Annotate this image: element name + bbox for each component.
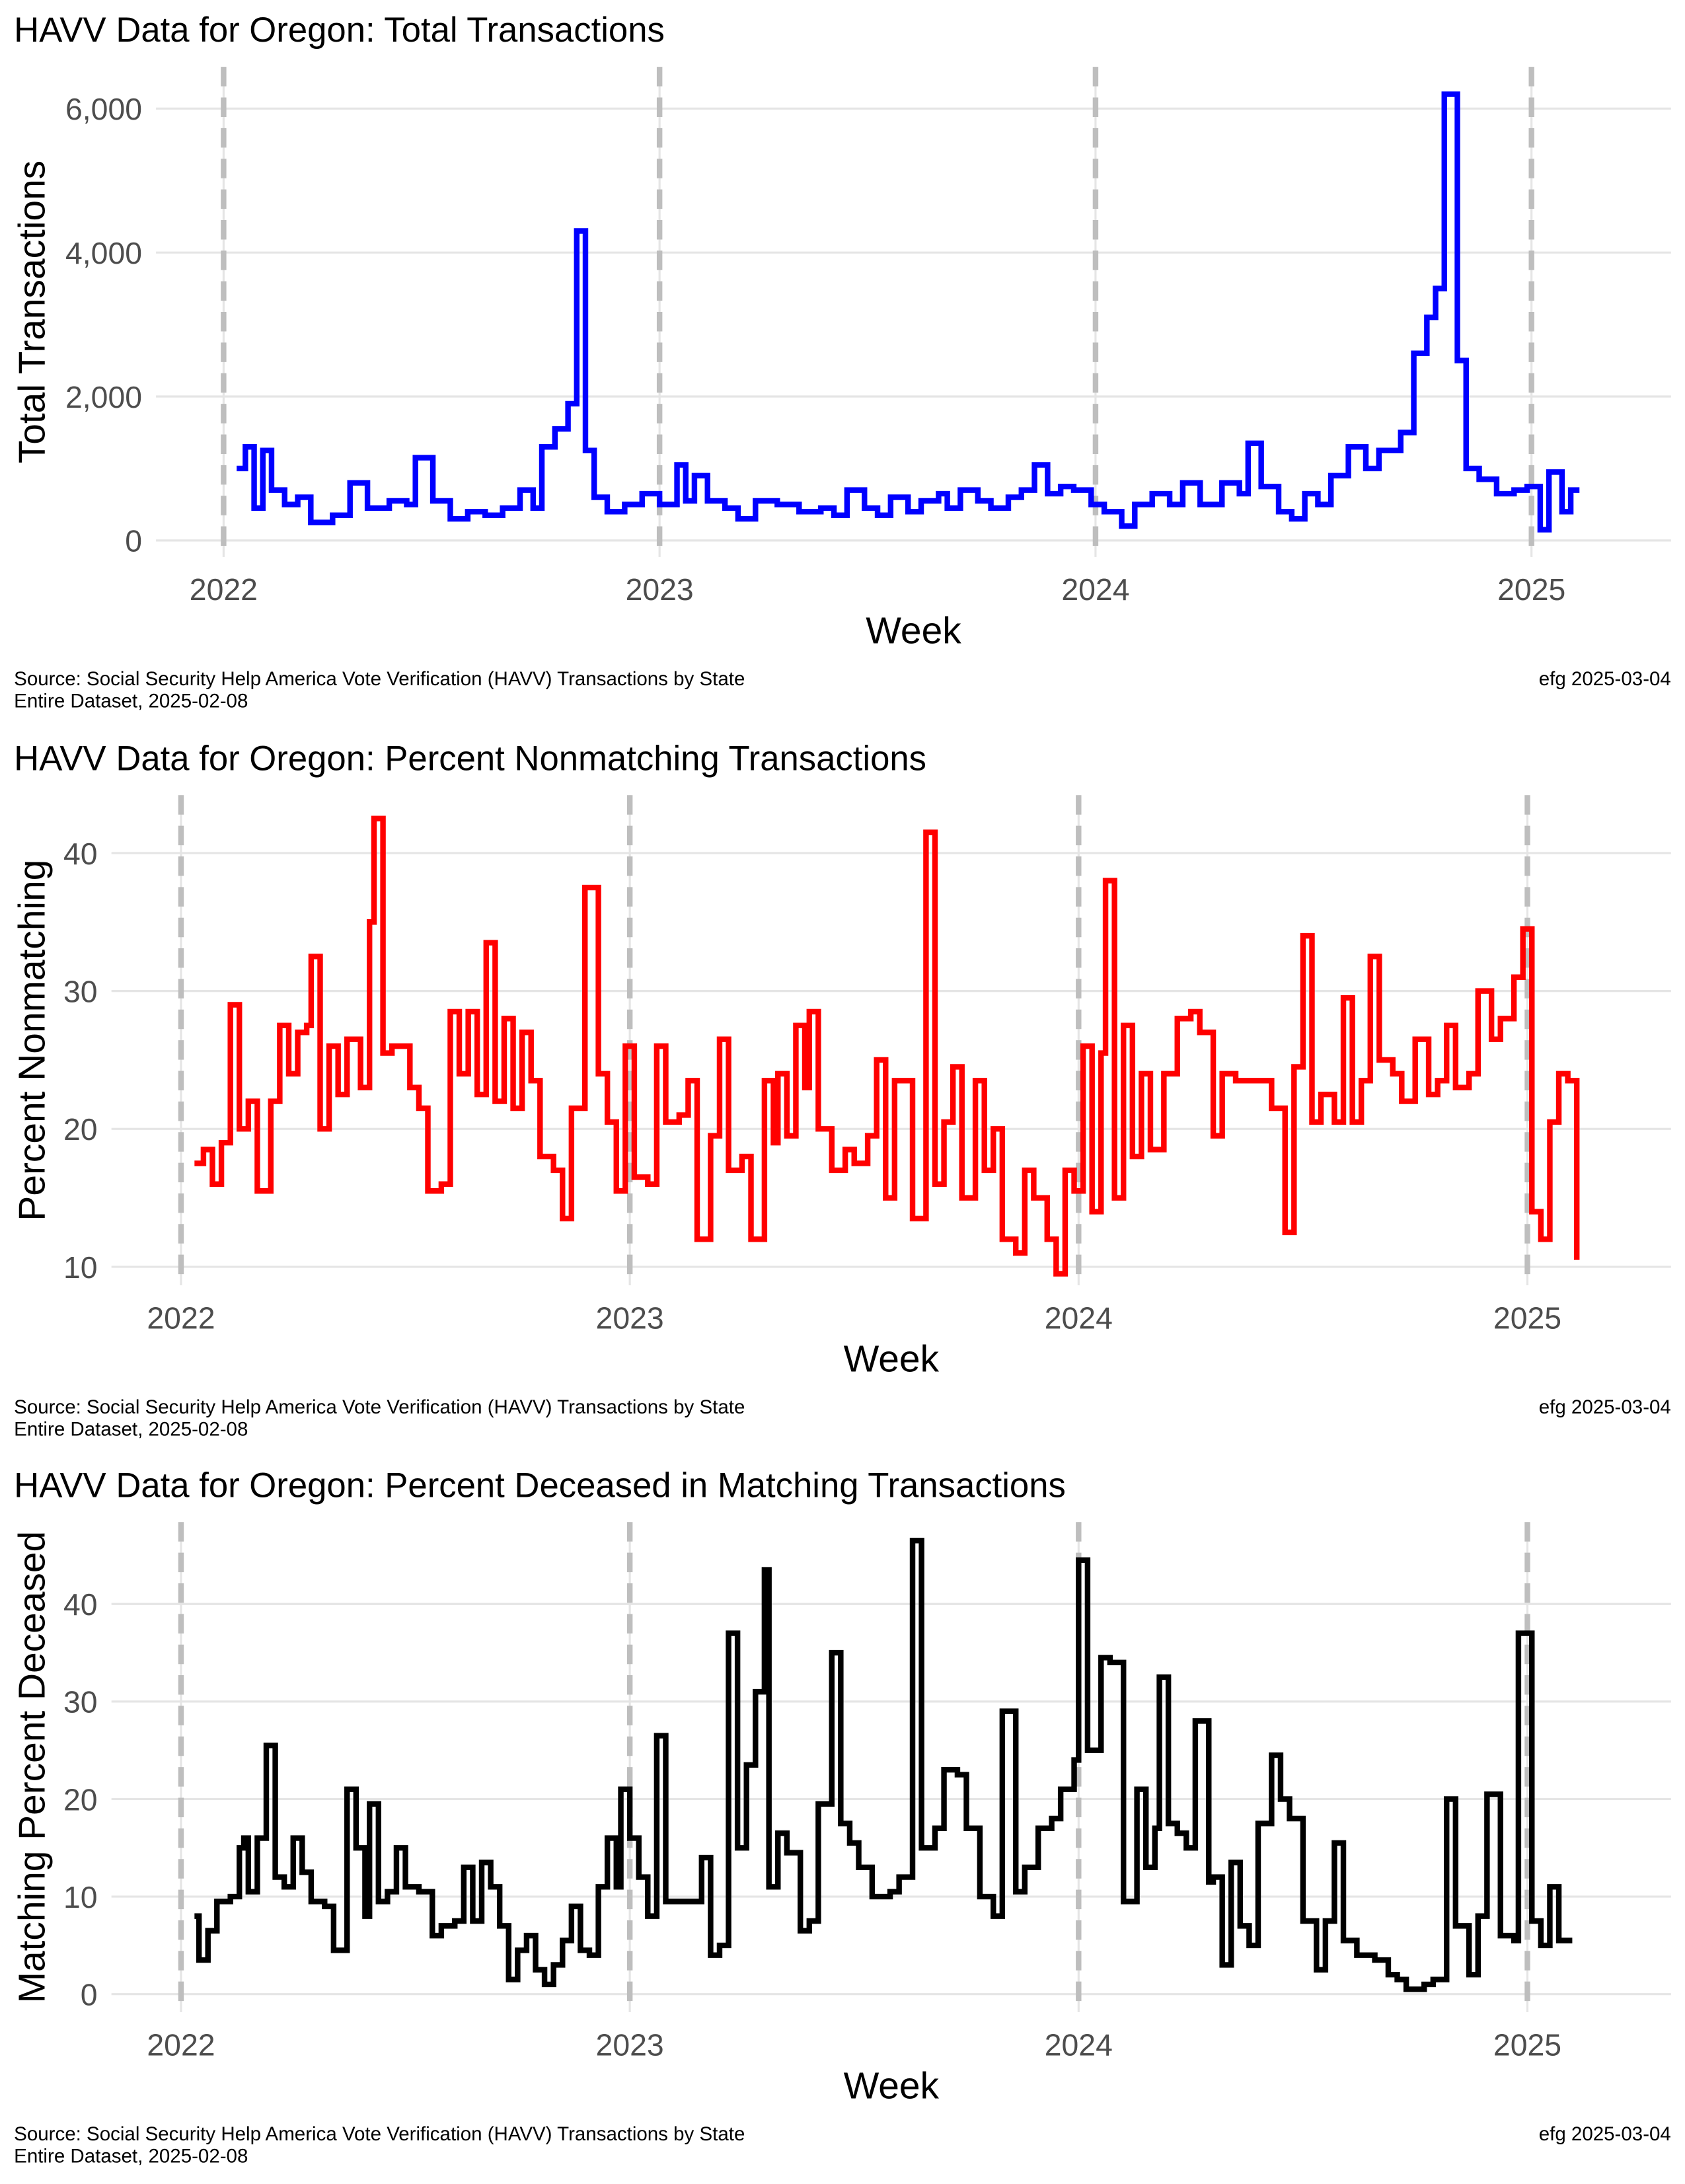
credit-note: efg 2025-03-04 xyxy=(1539,1396,1671,1418)
x-tick-label: 2022 xyxy=(147,1300,215,1335)
data-line xyxy=(194,815,1580,1277)
x-tick-label: 2024 xyxy=(1045,1300,1113,1335)
x-tick-label: 2024 xyxy=(1061,572,1129,607)
source-note: Source: Social Security Help America Vot… xyxy=(14,1396,745,1418)
chart-title: HAVV Data for Oregon: Total Transactions xyxy=(14,11,665,50)
credit-note: efg 2025-03-04 xyxy=(1539,2123,1671,2145)
x-tick-label: 2022 xyxy=(147,2027,215,2062)
source-note: Source: Social Security Help America Vot… xyxy=(14,668,745,690)
x-axis-label: Week xyxy=(844,2065,940,2107)
x-tick-label: 2025 xyxy=(1493,2027,1561,2062)
y-axis-label: Percent Nonmatching xyxy=(11,860,54,1221)
dataset-note: Entire Dataset, 2025-02-08 xyxy=(14,1419,248,1441)
y-tick-label: 0 xyxy=(125,524,142,558)
x-tick-label: 2025 xyxy=(1497,572,1565,607)
x-tick-label: 2023 xyxy=(596,1300,664,1335)
y-tick-label: 20 xyxy=(63,1782,98,1817)
y-tick-label: 40 xyxy=(63,837,98,871)
data-line xyxy=(194,1538,1573,1992)
chart: HAVV Data for Oregon: Total Transactions… xyxy=(11,11,1671,712)
x-axis-label: Week xyxy=(844,1338,940,1380)
y-tick-label: 0 xyxy=(81,1978,98,2012)
chart-title: HAVV Data for Oregon: Percent Nonmatchin… xyxy=(14,739,926,778)
chart-title: HAVV Data for Oregon: Percent Deceased i… xyxy=(14,1466,1066,1505)
chart: HAVV Data for Oregon: Percent Nonmatchin… xyxy=(11,739,1671,1441)
y-axis-label: Matching Percent Deceased xyxy=(11,1531,54,2004)
x-tick-label: 2022 xyxy=(190,572,258,607)
x-tick-label: 2025 xyxy=(1493,1300,1561,1335)
y-tick-label: 40 xyxy=(63,1587,98,1622)
x-tick-label: 2023 xyxy=(596,2027,664,2062)
y-tick-label: 30 xyxy=(63,974,98,1008)
y-tick-label: 10 xyxy=(63,1880,98,1914)
y-tick-label: 10 xyxy=(63,1250,98,1285)
credit-note: efg 2025-03-04 xyxy=(1539,668,1671,690)
x-tick-label: 2024 xyxy=(1045,2027,1113,2062)
y-tick-label: 30 xyxy=(63,1685,98,1719)
chart: HAVV Data for Oregon: Percent Deceased i… xyxy=(11,1466,1671,2167)
y-tick-label: 2,000 xyxy=(65,380,142,414)
dataset-note: Entire Dataset, 2025-02-08 xyxy=(14,690,248,712)
source-note: Source: Social Security Help America Vot… xyxy=(14,2123,745,2145)
y-tick-label: 4,000 xyxy=(65,236,142,270)
x-tick-label: 2023 xyxy=(626,572,694,607)
data-line xyxy=(237,91,1580,533)
y-tick-label: 6,000 xyxy=(65,92,142,126)
x-axis-label: Week xyxy=(866,610,961,652)
dataset-note: Entire Dataset, 2025-02-08 xyxy=(14,2146,248,2167)
y-axis-label: Total Transactions xyxy=(11,161,54,463)
y-tick-label: 20 xyxy=(63,1112,98,1147)
